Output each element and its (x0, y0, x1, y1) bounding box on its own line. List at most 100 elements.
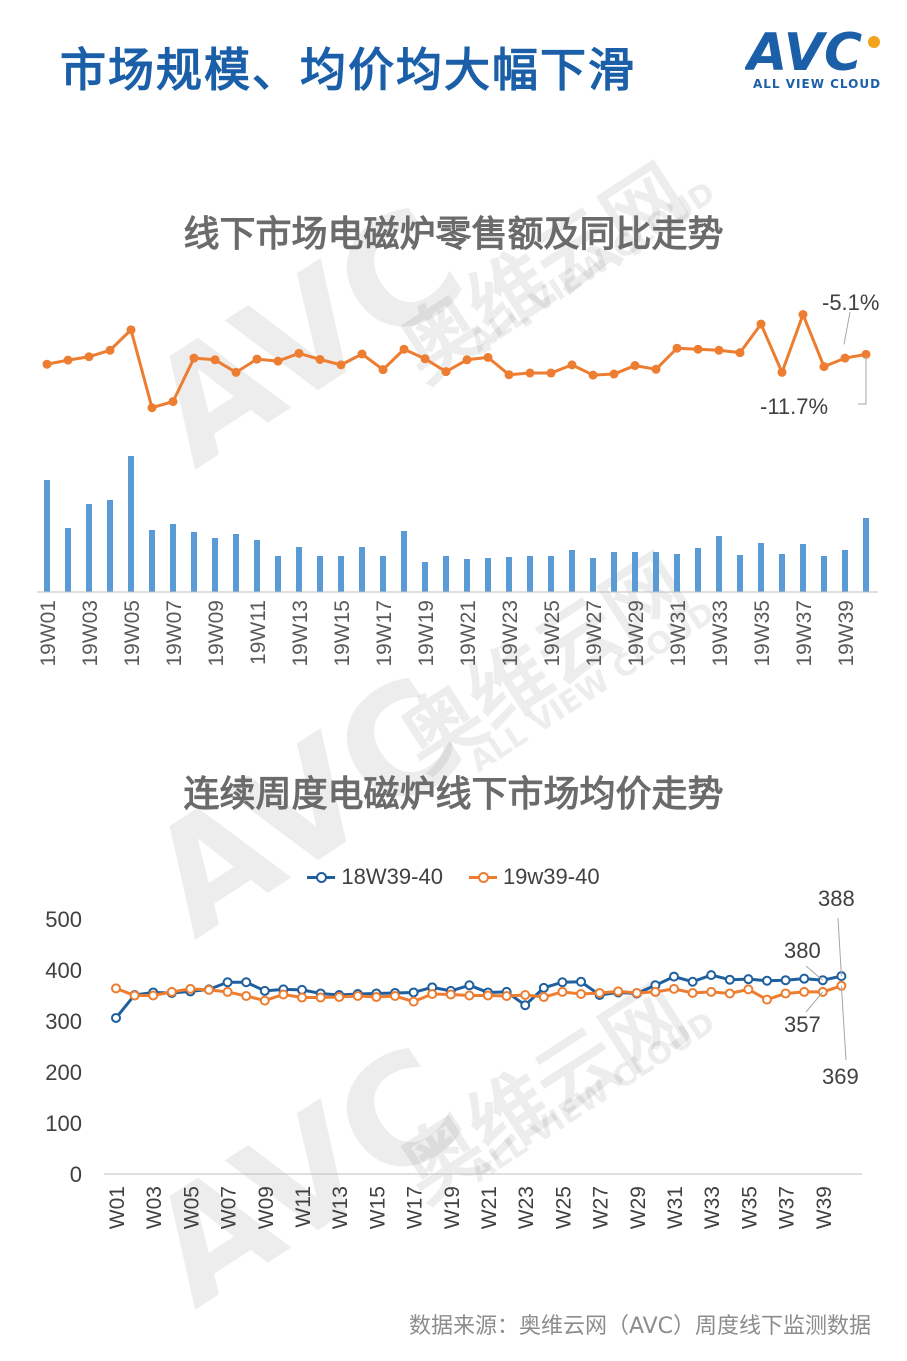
chart2-point-s2-w12 (315, 992, 326, 1003)
bar-19w36 (779, 554, 785, 592)
chart2-point-s2-w23 (520, 989, 531, 1000)
chart2-point-s1-w34 (724, 974, 735, 985)
chart2-x-tick-w39: W39 (813, 1186, 836, 1229)
chart2-y-tick-100: 100 (45, 1111, 82, 1136)
chart2-point-s1-w08 (241, 977, 252, 988)
bar-19w01 (44, 480, 50, 592)
chart2-point-s2-w15 (371, 992, 382, 1003)
bar-19w06 (149, 530, 155, 592)
chart2-label-leader-2 (805, 965, 824, 981)
chart2-point-s1-w31 (669, 971, 679, 982)
chart2-point-s2-w36 (762, 994, 772, 1005)
chart2-point-s2-w19 (445, 989, 456, 1000)
chart1-yoy-point-19w24 (525, 368, 535, 378)
bar-19w21 (464, 559, 470, 592)
chart1-x-tick-19w37: 19W37 (793, 600, 816, 667)
bar-19w11 (254, 540, 260, 592)
chart1-yoy-point-19w02 (63, 355, 73, 365)
chart2-point-s1-w17 (408, 987, 419, 998)
chart1-yoy-point-19w35 (756, 319, 766, 329)
chart1-yoy-point-19w19 (420, 354, 430, 364)
chart2-point-s1-w20 (464, 980, 475, 991)
chart2-x-tick-w25: W25 (552, 1186, 575, 1229)
chart2-point-s1-w33 (706, 970, 717, 981)
chart1-yoy-point-19w07 (168, 397, 178, 407)
chart1-x-tick-19w17: 19W17 (373, 600, 396, 667)
chart2-point-s1-w36 (762, 975, 772, 986)
chart1-yoy-point-19w16 (357, 349, 367, 359)
chart2-title: 连续周度电磁炉线下市场均价走势 (183, 774, 724, 815)
chart2-point-s2-w32 (687, 987, 698, 998)
chart2-point-s2-w07 (222, 986, 233, 997)
chart2-y-tick-300: 300 (45, 1009, 82, 1034)
chart2-point-s2-w16 (390, 991, 400, 1002)
chart2-line-series-1 (114, 973, 842, 1019)
chart2-point-s2-w30 (650, 986, 661, 997)
bar-19w34 (737, 555, 743, 592)
annotation-label-1: -5.1% (822, 290, 879, 315)
chart2-x-tick-w05: W05 (180, 1186, 203, 1229)
chart1-yoy-point-19w20 (441, 367, 451, 377)
chart1-title: 线下市场电磁炉零售额及同比走势 (183, 214, 724, 255)
chart1-yoy-point-19w37 (798, 310, 808, 320)
chart2-data-label-4: 369 (822, 1064, 859, 1089)
chart2-x-tick-w33: W33 (701, 1186, 724, 1229)
chart1-x-tick-19w29: 19W29 (625, 600, 648, 667)
chart2-point-s2-w38 (799, 986, 810, 997)
bar-19w05 (128, 456, 134, 592)
legend-item-19w: 19w39-40 (468, 864, 600, 890)
bar-19w26 (569, 550, 575, 592)
chart2-y-tick-0: 0 (70, 1162, 82, 1187)
chart1-yoy-point-19w38 (819, 362, 829, 372)
bar-19w38 (821, 556, 827, 592)
chart2-point-s2-w14 (352, 991, 363, 1002)
chart2-point-s2-w04 (166, 986, 177, 997)
chart2-point-s2-w02 (129, 990, 140, 1001)
chart1-yoy-point-19w14 (315, 354, 325, 364)
chart1-x-tick-19w09: 19W09 (205, 600, 228, 667)
chart2-point-s1-w07 (222, 977, 233, 988)
chart1-yoy-point-19w12 (273, 356, 283, 366)
chart2-point-s1-w37 (780, 975, 791, 986)
chart2-data-label-2: 380 (784, 938, 821, 963)
bar-19w20 (443, 556, 449, 592)
chart2-point-s2-w03 (148, 990, 159, 1001)
bar-19w03 (86, 504, 92, 592)
bar-19w30 (653, 552, 659, 592)
chart1-x-tick-19w13: 19W13 (289, 600, 312, 667)
chart2-point-s2-w13 (334, 992, 345, 1003)
chart2-point-s2-w05 (185, 983, 196, 994)
chart1-x-tick-19w21: 19W21 (457, 600, 480, 667)
chart2-point-s2-w18 (427, 988, 438, 999)
annotation-leader-2 (858, 356, 867, 405)
chart1-x-tick-19w15: 19W15 (331, 600, 354, 667)
chart2-point-s2-w22 (501, 991, 512, 1002)
chart2-point-s1-w32 (687, 976, 698, 987)
chart1-yoy-point-19w23 (504, 370, 514, 380)
chart2-point-s2-w20 (464, 990, 475, 1001)
chart2-x-tick-w17: W17 (404, 1186, 427, 1229)
legend-marker-19w (468, 871, 497, 883)
chart1-yoy-point-19w18 (399, 344, 409, 354)
chart2-label-leader-1 (837, 917, 842, 977)
chart2-x-tick-w13: W13 (329, 1186, 352, 1229)
chart2-point-s2-w26 (576, 988, 586, 999)
annotation-leader-1 (843, 311, 851, 345)
chart2-point-s2-w37 (780, 988, 791, 999)
bar-19w17 (380, 556, 386, 592)
chart2-x-tick-w15: W15 (366, 1186, 389, 1229)
bar-19w37 (800, 544, 806, 592)
chart2-point-s2-w21 (483, 990, 493, 1001)
chart2-point-s2-w31 (669, 983, 679, 994)
chart2-point-s2-w35 (743, 984, 754, 995)
chart1-yoy-point-19w39 (840, 353, 850, 363)
chart1-x-tick-19w11: 19W11 (247, 600, 270, 665)
legend-item-18w: 18W39-40 (307, 864, 443, 890)
chart2-point-s1-w35 (743, 974, 754, 985)
chart1-x-tick-19w03: 19W03 (79, 600, 102, 667)
chart1-yoy-point-19w33 (714, 345, 724, 355)
logo-subtext: ALL VIEW CLOUD (753, 77, 881, 91)
chart1-yoy-point-19w29 (630, 361, 640, 371)
chart1-yoy-point-19w27 (588, 370, 598, 380)
